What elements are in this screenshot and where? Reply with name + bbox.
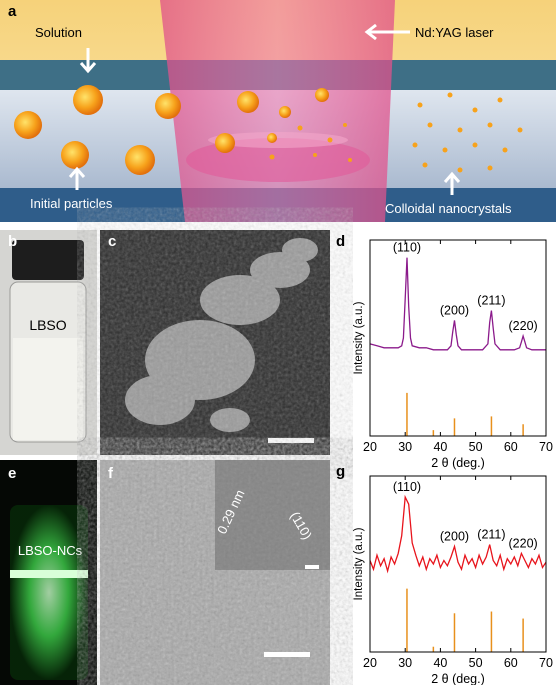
label: LBSO-NCs	[18, 543, 83, 558]
x-axis-title: 2 θ (deg.)	[431, 456, 485, 470]
label: LBSO	[29, 317, 66, 333]
x-tick-label: 60	[504, 656, 518, 670]
x-tick-label: 40	[433, 440, 447, 454]
y-axis-title: Intensity (a.u.)	[353, 527, 365, 600]
x-axis-title: 2 θ (deg.)	[431, 672, 485, 685]
peak-label: (220)	[509, 319, 538, 333]
label: Solution	[35, 25, 82, 40]
label: Initial particles	[30, 196, 113, 211]
peak-label: (110)	[393, 480, 421, 494]
label: Colloidal nanocrystals	[385, 201, 512, 216]
panel-label: d	[336, 233, 345, 250]
panel-label: a	[8, 3, 17, 20]
panel-label: b	[8, 233, 17, 250]
panel-label: c	[108, 233, 116, 250]
peak-label: (220)	[509, 536, 538, 550]
x-tick-label: 70	[539, 656, 553, 670]
y-axis-title: Intensity (a.u.)	[353, 301, 365, 374]
xrd-pattern	[369, 257, 546, 351]
xrd-pattern	[369, 494, 547, 574]
panel-label: f	[108, 465, 114, 482]
x-tick-label: 20	[363, 656, 377, 670]
peak-label: (211)	[477, 294, 505, 308]
plot-frame	[369, 475, 547, 653]
x-tick-label: 30	[398, 440, 412, 454]
x-tick-label: 70	[539, 440, 553, 454]
x-tick-label: 50	[469, 656, 483, 670]
panel-a: a Solution Nd:YAG laser Initial particle…	[0, 0, 556, 222]
panel-f: f (110) 0.29 nm	[100, 460, 330, 685]
peak-label: (200)	[440, 529, 469, 543]
panel-label: e	[8, 465, 16, 482]
x-tick-label: 50	[469, 440, 483, 454]
plot-frame	[369, 239, 547, 437]
x-tick-label: 60	[504, 440, 518, 454]
panel-e: e LBSO-NCs	[0, 460, 97, 685]
x-tick-label: 30	[398, 656, 412, 670]
panel-label: g	[336, 463, 345, 480]
peak-label: (200)	[440, 303, 469, 317]
peak-label: (110)	[393, 241, 421, 255]
x-tick-label: 40	[433, 656, 447, 670]
label: Nd:YAG laser	[415, 25, 494, 40]
x-tick-label: 20	[363, 440, 377, 454]
panel-c: c	[100, 230, 330, 455]
peak-label: (211)	[477, 528, 505, 542]
panel-b: b LBSO	[0, 230, 97, 455]
